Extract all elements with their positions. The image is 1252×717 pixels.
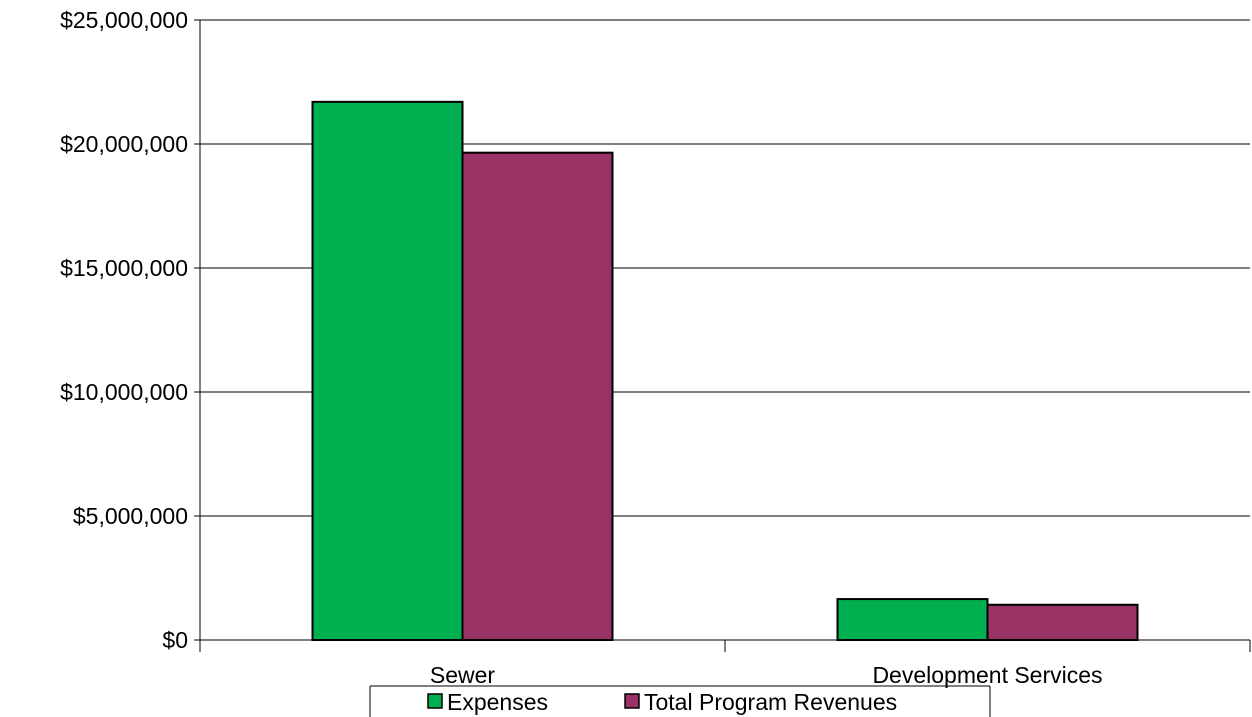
x-tick-label: Development Services bbox=[872, 662, 1102, 688]
bar-expenses-sewer bbox=[311, 100, 464, 641]
bar-expenses-development-services bbox=[836, 598, 989, 642]
y-tick-label: $15,000,000 bbox=[60, 255, 188, 281]
y-tick-label: $20,000,000 bbox=[60, 131, 188, 157]
legend-label: Expenses bbox=[447, 689, 548, 715]
x-tick-label: Sewer bbox=[430, 662, 496, 688]
y-tick-label: $0 bbox=[162, 627, 188, 653]
x-tick-labels: Sewer Development Services bbox=[430, 662, 1103, 688]
legend-swatch bbox=[427, 693, 443, 709]
bar-total-program-revenues-development-services bbox=[986, 603, 1139, 641]
y-tick-label: $5,000,000 bbox=[73, 503, 188, 529]
legend: Expenses Total Program Revenues bbox=[369, 685, 991, 717]
y-tick-label: $25,000,000 bbox=[60, 7, 188, 33]
y-tick-label: $10,000,000 bbox=[60, 379, 188, 405]
legend-swatch bbox=[624, 693, 640, 709]
axes bbox=[194, 19, 1251, 652]
bars bbox=[311, 100, 1139, 642]
bar-total-program-revenues-sewer bbox=[461, 151, 614, 641]
y-tick-labels: $0 $5,000,000 $10,000,000 $15,000,000 $20,00… bbox=[60, 7, 188, 653]
legend-label: Total Program Revenues bbox=[644, 689, 897, 715]
